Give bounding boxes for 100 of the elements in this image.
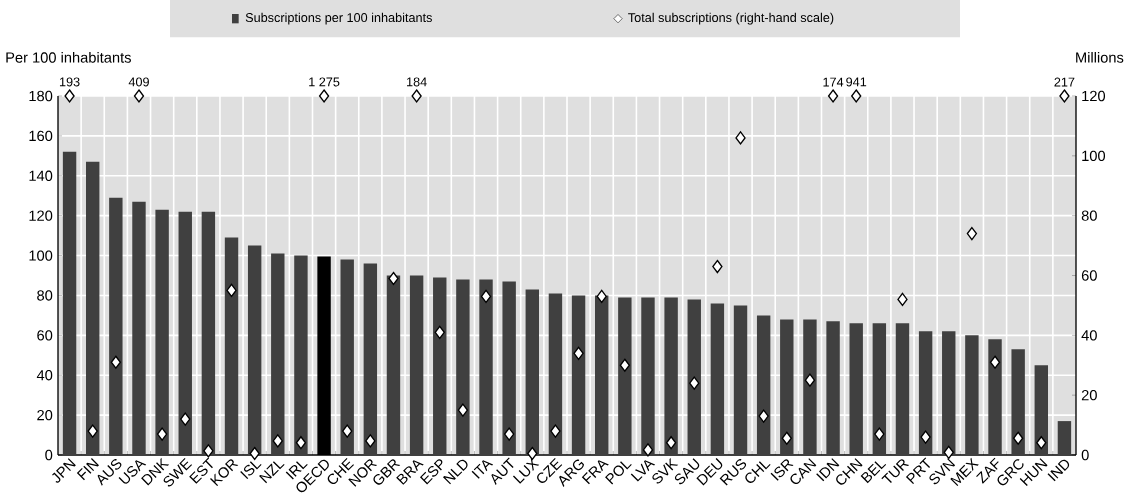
point	[272, 434, 283, 448]
bar	[1011, 349, 1025, 455]
point	[550, 424, 561, 438]
bar	[1057, 421, 1072, 455]
bar	[988, 339, 1002, 455]
point	[874, 427, 885, 441]
point	[110, 355, 122, 369]
point	[781, 431, 792, 445]
bar	[872, 323, 887, 455]
text: 409	[128, 77, 149, 87]
bar	[294, 255, 308, 455]
y-axis-title: Per 100 inhabitants	[6, 51, 131, 63]
point	[1036, 436, 1047, 450]
point	[689, 376, 700, 390]
point	[827, 89, 839, 103]
point	[851, 89, 862, 103]
bar	[247, 245, 262, 455]
point	[989, 355, 1001, 369]
point	[735, 131, 746, 145]
point	[342, 424, 353, 438]
point	[503, 427, 515, 441]
point	[758, 409, 769, 423]
bar	[780, 319, 794, 455]
bar	[895, 323, 910, 455]
bar	[409, 275, 424, 455]
y-tick-label: 100	[29, 250, 53, 261]
point	[943, 445, 954, 459]
x-tick-label: CHL	[745, 461, 771, 483]
y-tick-label: 0	[45, 449, 53, 461]
bar	[363, 263, 378, 455]
x-tick-label: FIN	[76, 458, 99, 481]
y2-tick-label: 100	[1082, 150, 1106, 162]
y2-tick-label: 20	[1081, 389, 1097, 401]
x-tick-label: ITA	[471, 460, 494, 479]
point	[434, 325, 445, 340]
bar	[664, 297, 678, 455]
y2-tick-label: 120	[1082, 90, 1106, 102]
text: 193	[59, 77, 80, 87]
x-tick-label: IND	[1047, 459, 1070, 482]
bar	[224, 237, 239, 455]
bar	[386, 275, 401, 455]
point	[318, 89, 330, 103]
bar	[271, 253, 285, 455]
y-tick-label: 120	[29, 210, 53, 221]
bar	[155, 209, 169, 455]
y2-axis-title: Millions	[1076, 51, 1124, 63]
bar	[178, 211, 192, 455]
y2-tick-label: 60	[1081, 270, 1097, 281]
y-tick-label: 160	[29, 130, 53, 142]
bar	[710, 303, 725, 455]
bar	[733, 305, 748, 455]
point	[249, 446, 260, 461]
bar	[109, 197, 123, 455]
text: 184	[407, 77, 427, 87]
bar	[340, 259, 354, 455]
bar	[756, 315, 771, 455]
bar	[1034, 365, 1048, 455]
bar	[826, 321, 840, 455]
y2-tick-label: 40	[1081, 330, 1097, 341]
point	[1059, 89, 1070, 103]
bar	[132, 201, 146, 455]
point	[295, 436, 307, 450]
point	[203, 444, 214, 458]
point	[897, 292, 908, 307]
point	[180, 412, 191, 426]
point	[619, 358, 631, 372]
point	[804, 373, 816, 387]
bar	[803, 319, 817, 455]
bar	[86, 161, 100, 455]
point	[365, 434, 376, 448]
point	[388, 271, 399, 286]
point	[573, 346, 584, 360]
point	[226, 283, 237, 298]
bar	[687, 299, 701, 455]
bar	[595, 295, 609, 455]
point	[133, 89, 145, 103]
y-tick-label: 20	[37, 409, 53, 421]
point	[712, 259, 723, 274]
point	[596, 289, 607, 304]
bar	[618, 297, 632, 455]
bar	[641, 297, 655, 455]
y-tick-label: 180	[29, 90, 53, 102]
bar	[201, 211, 216, 455]
text: 217	[1054, 77, 1075, 87]
y-tick-label: 140	[29, 170, 53, 181]
point	[480, 289, 492, 304]
bar	[548, 293, 563, 455]
y-tick-label: 80	[37, 290, 53, 301]
bar	[456, 279, 470, 455]
y-tick-label: 40	[36, 370, 53, 381]
point	[1012, 431, 1024, 445]
legend-label: Total subscriptions (right-hand scale)	[628, 12, 834, 25]
point	[966, 226, 978, 241]
point	[665, 436, 677, 450]
bar	[849, 323, 863, 455]
point	[457, 403, 469, 417]
y-tick-label: 60	[37, 330, 53, 341]
bar	[502, 281, 516, 455]
y2-tick-label: 80	[1081, 210, 1097, 221]
text: 174	[823, 77, 844, 87]
